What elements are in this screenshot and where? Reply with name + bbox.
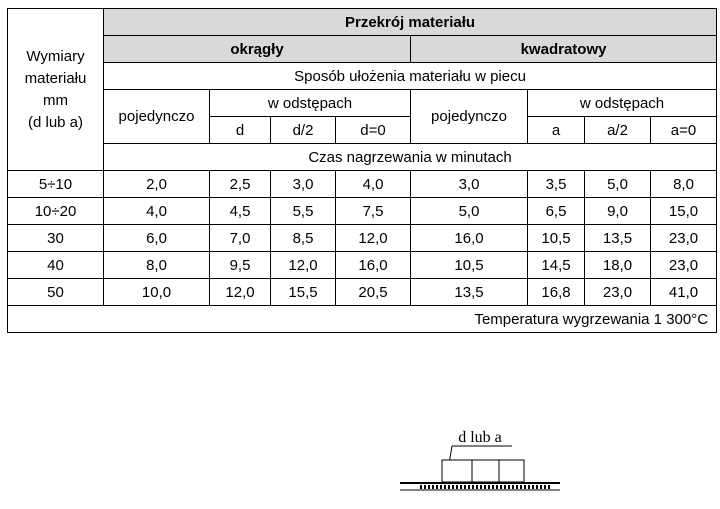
cell: 5,0 xyxy=(584,170,651,198)
section-header: Sposób ułożenia materiału w piecu xyxy=(102,62,718,90)
cell: 23,0 xyxy=(584,278,651,306)
cell: 18,0 xyxy=(584,251,651,279)
cell: 10,0 xyxy=(103,278,210,306)
cell: 3,0 xyxy=(410,170,528,198)
cell: 16,0 xyxy=(410,224,528,252)
cell: 14,5 xyxy=(527,251,585,279)
corner-cell: Wymiary materiału mm (d lub a) xyxy=(7,8,104,171)
cell: 16,8 xyxy=(527,278,585,306)
diagram: d lub a xyxy=(400,429,560,491)
column-header: pojedynczo xyxy=(103,89,210,144)
column-header: a/2 xyxy=(584,116,651,144)
table-row: 40 8,0 9,5 12,0 16,0 10,5 14,5 18,0 23,0 xyxy=(7,251,718,279)
column-header: a xyxy=(527,116,585,144)
cell: 13,5 xyxy=(410,278,528,306)
cell: 15,5 xyxy=(270,278,336,306)
cell: 2,0 xyxy=(103,170,210,198)
column-header: d/2 xyxy=(270,116,336,144)
cell: 23,0 xyxy=(649,224,718,252)
corner-line: Wymiary xyxy=(26,47,85,65)
cell: 7,0 xyxy=(209,224,271,252)
row-label: 50 xyxy=(7,278,104,306)
cell: 10,5 xyxy=(410,251,528,279)
table-row: 30 6,0 7,0 8,5 12,0 16,0 10,5 13,5 23,0 xyxy=(7,224,718,252)
corner-line: (d lub a) xyxy=(27,113,84,131)
diagram-label: d lub a xyxy=(458,429,502,446)
table-footer: Temperatura wygrzewania 1 300°C xyxy=(6,305,718,333)
cell: 8,5 xyxy=(270,224,336,252)
table-row: 5÷10 2,0 2,5 3,0 4,0 3,0 3,5 5,0 8,0 xyxy=(7,170,718,198)
cell: 8,0 xyxy=(649,170,718,198)
group-header: okrągły xyxy=(103,35,411,63)
cell: 9,5 xyxy=(209,251,271,279)
table-title: Przekrój materiału xyxy=(102,8,718,36)
cell: 41,0 xyxy=(649,278,718,306)
cell: 12,0 xyxy=(335,224,411,252)
corner-line: mm xyxy=(43,91,68,109)
cell: 15,0 xyxy=(649,197,718,225)
cell: 7,5 xyxy=(335,197,411,225)
row-label: 30 xyxy=(7,224,104,252)
row-label: 40 xyxy=(7,251,104,279)
cell: 12,0 xyxy=(270,251,336,279)
cell: 5,0 xyxy=(410,197,528,225)
cell: 5,5 xyxy=(270,197,336,225)
corner-line: materiału xyxy=(24,69,87,87)
cell: 13,5 xyxy=(584,224,651,252)
cell: 8,0 xyxy=(103,251,210,279)
column-header: w odstępach xyxy=(209,89,411,117)
cell: 9,0 xyxy=(584,197,651,225)
table-row: 50 10,0 12,0 15,5 20,5 13,5 16,8 23,0 41,0 xyxy=(7,278,718,306)
row-label: 10÷20 xyxy=(7,197,104,225)
cell: 12,0 xyxy=(209,278,271,306)
cell: 6,5 xyxy=(527,197,585,225)
table-row: 10÷20 4,0 4,5 5,5 7,5 5,0 6,5 9,0 15,0 xyxy=(7,197,718,225)
cell: 4,5 xyxy=(209,197,271,225)
footer-row: Temperatura wygrzewania 1 300°C xyxy=(6,305,718,333)
column-header: d=0 xyxy=(335,116,411,144)
column-header: d xyxy=(209,116,271,144)
column-header: a=0 xyxy=(649,116,718,144)
cell: 2,5 xyxy=(209,170,271,198)
cell: 4,0 xyxy=(103,197,210,225)
column-header: pojedynczo xyxy=(410,89,528,144)
cell: 10,5 xyxy=(527,224,585,252)
cell: 16,0 xyxy=(335,251,411,279)
cell: 4,0 xyxy=(335,170,411,198)
cell: 6,0 xyxy=(103,224,210,252)
group-header: kwadratowy xyxy=(409,35,718,63)
cell: 3,5 xyxy=(527,170,585,198)
column-header: w odstępach xyxy=(526,89,718,117)
row-label: 5÷10 xyxy=(7,170,104,198)
cell: 20,5 xyxy=(335,278,411,306)
cell: 23,0 xyxy=(649,251,718,279)
cell: 3,0 xyxy=(270,170,336,198)
data-table: Wymiary materiału mm (d lub a) Przekrój … xyxy=(6,8,718,333)
section-header: Czas nagrzewania w minutach xyxy=(102,143,718,171)
